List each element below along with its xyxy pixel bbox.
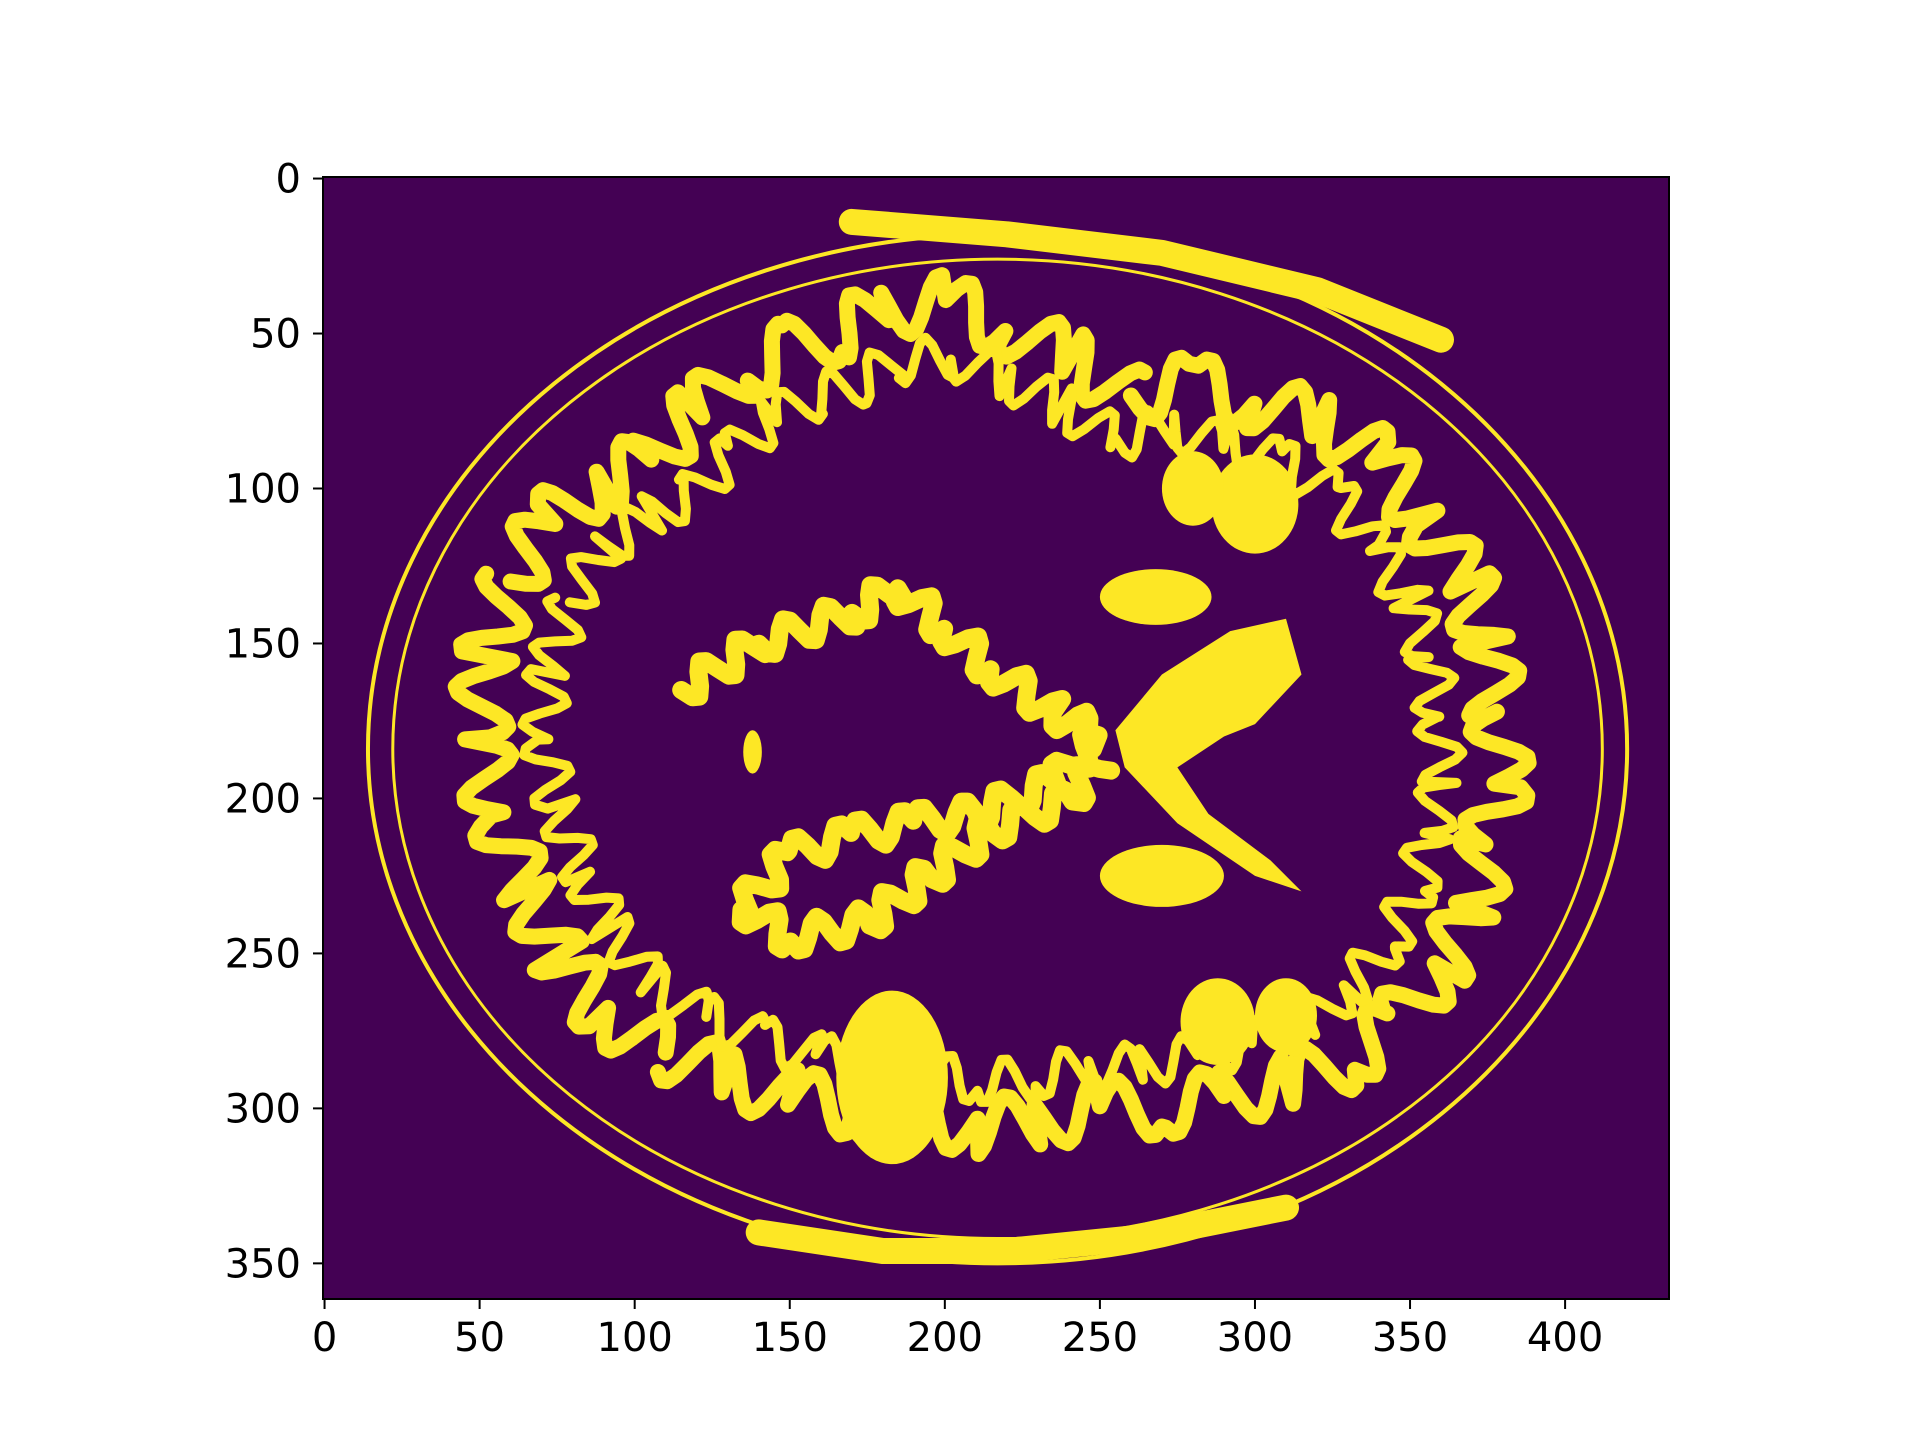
cortex-gyrus xyxy=(447,565,677,1061)
cortex-gyrus-inner xyxy=(564,332,1120,610)
segmentation-mask xyxy=(365,208,1630,1266)
cortex-gyrus xyxy=(1211,703,1537,1125)
scalp-bottom-band xyxy=(745,1194,1299,1264)
mask-blob xyxy=(1180,978,1255,1065)
x-tick-label: 350 xyxy=(1372,1315,1448,1361)
y-tick-label: 200 xyxy=(225,776,301,822)
x-tick-label: 400 xyxy=(1527,1315,1603,1361)
y-tick-label: 100 xyxy=(225,466,301,512)
scalp-top-band xyxy=(838,208,1454,353)
cortex-gyrus-inner xyxy=(709,992,1203,1107)
x-tick-label: 300 xyxy=(1217,1315,1293,1361)
cortex-gyrus xyxy=(502,267,1153,592)
x-tick-label: 0 xyxy=(312,1315,337,1361)
x-tick-label: 100 xyxy=(597,1315,673,1361)
y-tick-label: 150 xyxy=(225,621,301,667)
cortex-gyrus xyxy=(1122,349,1528,724)
x-axis: 0 50 100 150 200 250 300 350 400 xyxy=(312,1299,1603,1361)
y-tick-label: 50 xyxy=(250,312,301,358)
ventricle-region xyxy=(1115,618,1302,892)
y-tick-label: 250 xyxy=(225,931,301,977)
mask-blob xyxy=(1099,844,1224,907)
mask-blob xyxy=(1161,451,1224,526)
cortex-gyrus xyxy=(649,1034,1232,1162)
y-tick-label: 350 xyxy=(225,1241,301,1287)
mask-blob xyxy=(836,990,948,1165)
x-tick-label: 150 xyxy=(752,1315,828,1361)
y-tick-label: 0 xyxy=(276,157,301,203)
cortex-gyrus-inner xyxy=(517,592,714,1022)
mask-blob xyxy=(1211,454,1299,554)
x-tick-label: 50 xyxy=(454,1315,505,1361)
x-tick-label: 250 xyxy=(1062,1315,1138,1361)
y-tick-label: 300 xyxy=(225,1086,301,1132)
axes-frame xyxy=(322,176,1670,1300)
mask-blob xyxy=(743,730,762,774)
plot-area xyxy=(323,177,1669,1299)
central-structure xyxy=(672,576,1121,960)
mask-blob xyxy=(1254,978,1317,1053)
mask-blob xyxy=(1099,569,1212,625)
cortex-gyrus-inner xyxy=(1110,405,1460,722)
x-tick-label: 200 xyxy=(907,1315,983,1361)
y-axis: 0 50 100 150 200 250 300 350 xyxy=(225,157,323,1287)
